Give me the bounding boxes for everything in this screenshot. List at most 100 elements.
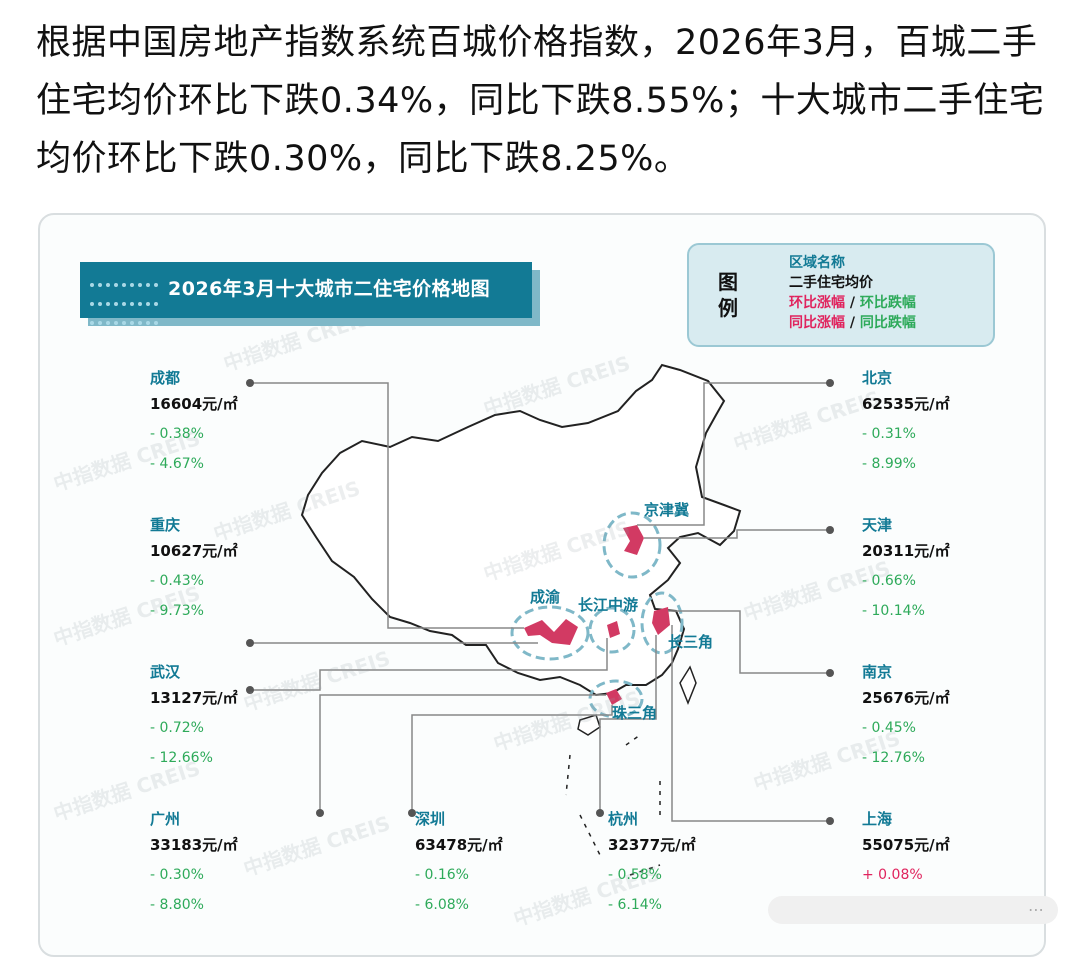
city-price: 62535元/㎡ (862, 395, 950, 413)
region-label-jingjinji: 京津冀 (644, 501, 690, 519)
city-name: 南京 (862, 663, 893, 681)
city-price: 13127元/㎡ (150, 689, 238, 707)
legend-yoy-up: 同比涨幅 (789, 315, 845, 331)
city-name: 武汉 (150, 663, 181, 681)
hainan (577, 714, 601, 736)
city-yoy: - 6.08% (415, 897, 469, 913)
city-price: 63478元/㎡ (415, 836, 503, 854)
price-map-card: 中指数据 CREIS 中指数据 CREIS 中指数据 CREIS 中指数据 CR… (38, 213, 1046, 957)
shenzhen-leader (411, 705, 613, 813)
zhusanjiao-fill (606, 689, 622, 705)
city-yoy: - 10.14% (862, 603, 925, 619)
city-name: 成都 (150, 369, 181, 387)
city-price: 10627元/㎡ (150, 542, 238, 560)
city-yoy: - 4.67% (150, 456, 204, 472)
city-mom: - 0.66% (862, 573, 916, 589)
legend-yoy-down: 同比跌幅 (859, 315, 916, 331)
city-price: 20311元/㎡ (862, 542, 950, 560)
city-name: 广州 (150, 810, 181, 828)
hangzhou-dot (596, 809, 604, 817)
city-price: 16604元/㎡ (150, 395, 238, 413)
city-mom: - 0.45% (862, 720, 916, 736)
legend-mom-up: 环比涨幅 (789, 295, 845, 311)
decorative-dots (90, 274, 170, 325)
south-sea-dashes (565, 734, 661, 876)
tianjin-dot (826, 526, 834, 534)
city-mom: - 0.58% (608, 867, 662, 883)
wuhan-dot (246, 686, 254, 694)
image-toolbar[interactable]: ⋯ (768, 896, 1058, 924)
shanghai-dot (826, 817, 834, 825)
city-yoy: - 8.99% (862, 456, 916, 472)
chengyu-fill (524, 619, 578, 645)
legend-sep: / (845, 295, 860, 311)
chengdu-dot (246, 379, 254, 387)
city-name: 上海 (862, 810, 893, 828)
city-name: 深圳 (415, 810, 446, 828)
city-yoy: - 12.76% (862, 750, 925, 766)
city-mom: - 0.31% (862, 426, 916, 442)
post-text: 根据中国房地产指数系统百城价格指数，2026年3月，百城二手住宅均价环比下跌0.… (36, 23, 1045, 179)
changjiang-fill (607, 621, 620, 638)
city-mom: - 0.43% (150, 573, 204, 589)
shenzhen-dot (408, 809, 416, 817)
city-yoy: - 8.80% (150, 897, 204, 913)
legend-sep: / (845, 315, 860, 331)
guangzhou-dot (316, 809, 324, 817)
city-shenzhen: 深圳 63478元/㎡ - 0.16% - 6.08% (415, 808, 535, 924)
city-price: 25676元/㎡ (862, 689, 950, 707)
city-price: 55075元/㎡ (862, 836, 950, 854)
zhusanjiao-circle (588, 679, 644, 719)
jingjinji-fill (623, 525, 644, 555)
city-name: 重庆 (150, 516, 181, 534)
city-mom: - 0.30% (150, 867, 204, 883)
more-icon[interactable]: ⋯ (1028, 900, 1044, 919)
city-hangzhou: 杭州 32377元/㎡ - 0.58% - 6.14% (608, 808, 728, 924)
city-mom: - 0.72% (150, 720, 204, 736)
city-name: 北京 (862, 369, 893, 387)
beijing-dot (826, 379, 834, 387)
nanjing-leader (668, 610, 830, 674)
china-map (246, 363, 834, 876)
chongqing-dot (246, 639, 254, 647)
map-title-banner: 2026年3月十大城市二住宅价格地图 (80, 262, 532, 325)
map-title: 2026年3月十大城市二住宅价格地图 (168, 278, 491, 300)
city-mom: - 0.16% (415, 867, 469, 883)
guangzhou-leader (319, 694, 606, 813)
jingjinji-circle (602, 511, 662, 579)
wuhan-leader (250, 638, 608, 691)
shanghai-leader (671, 625, 830, 822)
changsanjiao-circle (640, 591, 684, 655)
region-label-changsanjiao: 长三角 (668, 633, 714, 651)
chengdu-leader (250, 382, 524, 629)
city-yoy: - 9.73% (150, 603, 204, 619)
legend-region-name: 区域名称 (789, 255, 845, 271)
taiwan (679, 665, 697, 706)
city-name: 天津 (862, 516, 893, 534)
changsanjiao-fill (652, 607, 670, 635)
city-name: 杭州 (608, 810, 639, 828)
city-beijing: 北京 62535元/㎡ - 0.31% - 8.99% (862, 367, 982, 483)
city-tianjin: 天津 20311元/㎡ - 0.66% - 10.14% (862, 514, 982, 630)
city-guangzhou: 广州 33183元/㎡ - 0.30% - 8.80% (150, 808, 270, 924)
city-mom: + 0.08% (862, 867, 923, 883)
city-wuhan: 武汉 13127元/㎡ - 0.72% - 12.66% (150, 661, 270, 777)
region-label-changjiang: 长江中游 (578, 596, 639, 614)
beijing-leader (637, 382, 830, 526)
legend-price: 二手住宅均价 (789, 275, 873, 291)
city-chengdu: 成都 16604元/㎡ - 0.38% - 4.67% (150, 367, 270, 483)
region-label-chengyu: 成渝 (530, 588, 561, 606)
legend-mom-down: 环比跌幅 (859, 295, 916, 311)
hangzhou-leader (599, 635, 657, 813)
city-nanjing: 南京 25676元/㎡ - 0.45% - 12.76% (862, 661, 982, 777)
city-mom: - 0.38% (150, 426, 204, 442)
china-outline (300, 363, 742, 697)
city-chongqing: 重庆 10627元/㎡ - 0.43% - 9.73% (150, 514, 270, 630)
city-price: 32377元/㎡ (608, 836, 696, 854)
city-shanghai: 上海 55075元/㎡ + 0.08% (862, 808, 982, 894)
chengyu-circle (510, 605, 590, 661)
city-yoy: - 6.14% (608, 897, 662, 913)
region-label-zhusanjiao: 珠三角 (612, 704, 658, 722)
changjiang-circle (588, 606, 636, 654)
city-yoy: - 12.66% (150, 750, 213, 766)
